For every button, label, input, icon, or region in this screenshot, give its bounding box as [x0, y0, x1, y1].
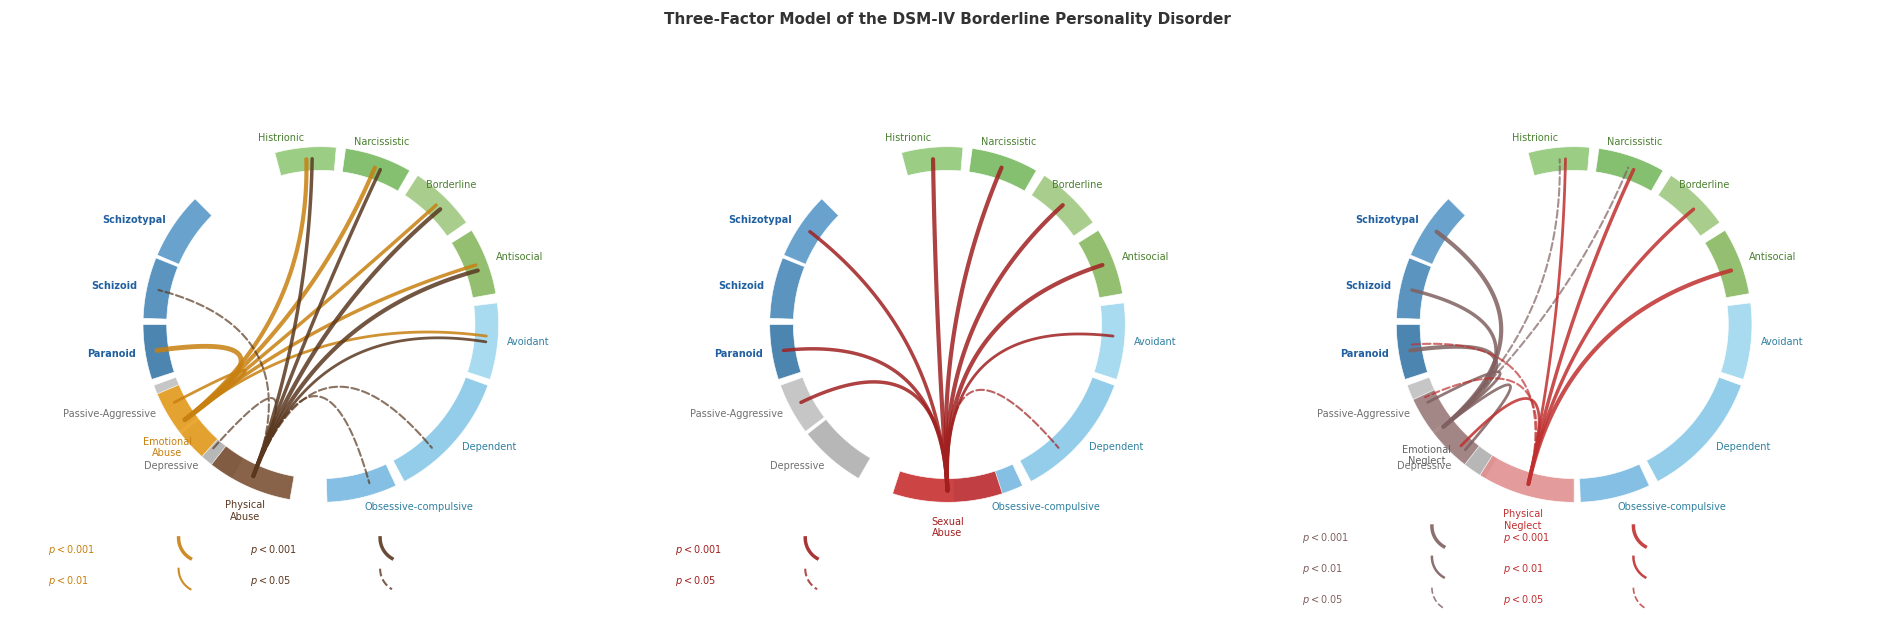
Text: Histrionic: Histrionic — [1512, 133, 1558, 143]
Text: $p < 0.001$: $p < 0.001$ — [250, 543, 298, 557]
Text: $p < 0.05$: $p < 0.05$ — [250, 573, 290, 588]
Text: Borderline: Borderline — [1052, 180, 1103, 190]
Text: Avoidant: Avoidant — [1760, 338, 1804, 348]
PathPatch shape — [153, 378, 197, 432]
PathPatch shape — [157, 199, 212, 265]
Text: Antisocial: Antisocial — [496, 252, 544, 262]
PathPatch shape — [953, 464, 1023, 502]
PathPatch shape — [1435, 419, 1497, 479]
Text: Dependent: Dependent — [1715, 442, 1770, 452]
Text: Obsessive-compulsive: Obsessive-compulsive — [364, 502, 474, 512]
Text: Borderline: Borderline — [1679, 180, 1730, 190]
PathPatch shape — [343, 149, 409, 191]
Text: Schizotypal: Schizotypal — [102, 215, 165, 225]
Text: Histrionic: Histrionic — [885, 133, 930, 143]
Text: $p < 0.001$: $p < 0.001$ — [1302, 531, 1349, 545]
PathPatch shape — [1397, 324, 1427, 379]
Text: Narcissistic: Narcissistic — [354, 137, 409, 147]
PathPatch shape — [275, 147, 335, 176]
Text: Obsessive-compulsive: Obsessive-compulsive — [991, 502, 1101, 512]
Text: $p < 0.01$: $p < 0.01$ — [1302, 562, 1342, 576]
Text: Borderline: Borderline — [426, 180, 476, 190]
PathPatch shape — [1527, 147, 1590, 176]
Text: Passive-Aggressive: Passive-Aggressive — [690, 409, 783, 419]
PathPatch shape — [180, 419, 244, 479]
Text: Histrionic: Histrionic — [258, 133, 305, 143]
PathPatch shape — [1078, 230, 1122, 298]
Text: $p < 0.001$: $p < 0.001$ — [1503, 531, 1550, 545]
PathPatch shape — [1093, 303, 1126, 379]
PathPatch shape — [1020, 378, 1114, 482]
PathPatch shape — [142, 324, 174, 379]
PathPatch shape — [807, 419, 870, 479]
Text: Depressive: Depressive — [144, 461, 197, 471]
Text: Schizoid: Schizoid — [1345, 281, 1391, 291]
Text: $p < 0.01$: $p < 0.01$ — [1503, 562, 1544, 576]
Text: Schizotypal: Schizotypal — [728, 215, 792, 225]
Text: Narcissistic: Narcissistic — [1607, 137, 1662, 147]
PathPatch shape — [1706, 230, 1749, 298]
Text: Schizoid: Schizoid — [718, 281, 764, 291]
Text: Dependent: Dependent — [462, 442, 517, 452]
PathPatch shape — [1596, 149, 1664, 191]
Text: Depressive: Depressive — [1397, 461, 1452, 471]
PathPatch shape — [1414, 389, 1480, 465]
Text: Narcissistic: Narcissistic — [982, 137, 1037, 147]
Text: Physical
Neglect: Physical Neglect — [1503, 509, 1543, 531]
Text: Sexual
Abuse: Sexual Abuse — [930, 517, 965, 538]
PathPatch shape — [785, 199, 838, 265]
PathPatch shape — [144, 258, 178, 319]
PathPatch shape — [1721, 303, 1753, 379]
Text: Schizotypal: Schizotypal — [1355, 215, 1419, 225]
Text: $p < 0.05$: $p < 0.05$ — [675, 573, 716, 588]
Text: Paranoid: Paranoid — [87, 349, 136, 359]
PathPatch shape — [1580, 464, 1649, 502]
PathPatch shape — [769, 324, 802, 379]
Text: Depressive: Depressive — [769, 461, 824, 471]
PathPatch shape — [1480, 455, 1575, 502]
Text: $p < 0.05$: $p < 0.05$ — [1503, 593, 1544, 607]
PathPatch shape — [406, 175, 466, 236]
PathPatch shape — [326, 464, 396, 502]
Text: Antisocial: Antisocial — [1749, 252, 1796, 262]
Text: Three-Factor Model of the DSM-IV Borderline Personality Disorder: Three-Factor Model of the DSM-IV Borderl… — [663, 12, 1232, 27]
PathPatch shape — [902, 147, 963, 176]
Text: Avoidant: Avoidant — [508, 338, 550, 348]
PathPatch shape — [451, 230, 496, 298]
Text: Passive-Aggressive: Passive-Aggressive — [63, 409, 155, 419]
PathPatch shape — [1658, 175, 1721, 236]
Text: Paranoid: Paranoid — [1340, 349, 1389, 359]
Text: $p < 0.05$: $p < 0.05$ — [1302, 593, 1344, 607]
PathPatch shape — [781, 378, 824, 432]
PathPatch shape — [1031, 175, 1093, 236]
Text: Antisocial: Antisocial — [1122, 252, 1169, 262]
Text: Obsessive-compulsive: Obsessive-compulsive — [1618, 502, 1726, 512]
PathPatch shape — [968, 149, 1037, 191]
PathPatch shape — [392, 378, 487, 482]
Text: Schizoid: Schizoid — [91, 281, 138, 291]
PathPatch shape — [468, 303, 498, 379]
Text: Emotional
Neglect: Emotional Neglect — [1402, 444, 1452, 466]
Text: Avoidant: Avoidant — [1133, 338, 1177, 348]
Text: $p < 0.001$: $p < 0.001$ — [47, 543, 95, 557]
Text: Paranoid: Paranoid — [714, 349, 762, 359]
PathPatch shape — [1647, 378, 1742, 482]
Text: $p < 0.001$: $p < 0.001$ — [675, 543, 722, 557]
Text: Emotional
Abuse: Emotional Abuse — [142, 437, 191, 458]
PathPatch shape — [1408, 378, 1452, 432]
Text: $p < 0.01$: $p < 0.01$ — [47, 573, 89, 588]
PathPatch shape — [157, 385, 218, 457]
Text: Passive-Aggressive: Passive-Aggressive — [1317, 409, 1410, 419]
PathPatch shape — [212, 446, 294, 500]
Text: Dependent: Dependent — [1090, 442, 1143, 452]
PathPatch shape — [769, 258, 805, 319]
PathPatch shape — [1397, 258, 1431, 319]
PathPatch shape — [893, 471, 1002, 502]
PathPatch shape — [1410, 199, 1465, 265]
Text: Physical
Abuse: Physical Abuse — [226, 500, 265, 522]
